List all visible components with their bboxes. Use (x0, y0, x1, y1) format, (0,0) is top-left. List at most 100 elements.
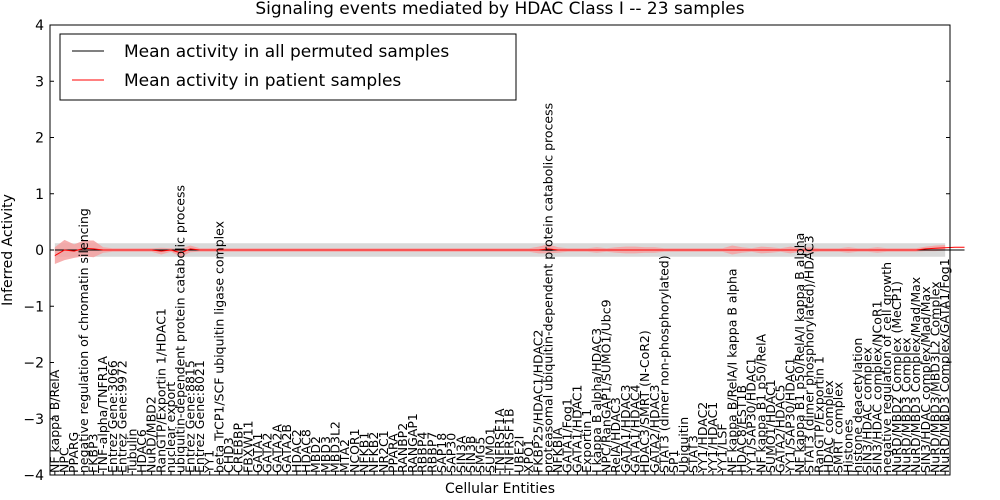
x-category-label: NF kappa B/RelA (47, 369, 62, 473)
x-category-label: YY1/HDAC2 (695, 402, 710, 474)
x-category-label: SIN3/HDAC complex/Mad/Max (918, 286, 933, 473)
x-category-label: YY1/HDAC1 (705, 402, 720, 474)
x-category-label: SUMO1 (482, 427, 497, 473)
x-category-label: HDAC6 (134, 429, 149, 473)
x-category-label: RANGAP1 (405, 413, 420, 473)
legend-permuted-label: Mean activity in all permuted samples (124, 42, 449, 62)
x-category-label: YY1/LSF (715, 423, 730, 474)
x-category-label: GATA2/HDAC5 (773, 385, 788, 473)
chart-title: Signaling events mediated by HDAC Class … (255, 0, 744, 19)
x-category-label: FKBP25/HDAC1/HDAC2 (531, 330, 546, 473)
x-category-label: SAP30 (444, 433, 459, 473)
x-category-label: HDAC complex (821, 380, 836, 473)
y-axis-label: Inferred Activity (0, 194, 16, 306)
x-category-label: SIN3B (463, 436, 478, 474)
x-category-label: MTA2 (337, 439, 352, 473)
x-category-label: Ubiquitin (676, 417, 691, 473)
x-category-label: CREBBP (231, 423, 246, 473)
x-category-label: SIN3/HDAC complex (860, 347, 875, 473)
x-category-label: STAT3 (dimer non-phosphorylated) (657, 255, 672, 473)
x-category-label: MBD2 (308, 436, 323, 473)
x-category-label: SAP18 (434, 433, 449, 473)
x-category-label: RANBP2 (395, 423, 410, 473)
y-tick-label: −4 (23, 468, 44, 484)
x-category-label: RanGTP/Exportin 1/HDAC1 (153, 308, 168, 473)
x-category-label: SUMO1/HDAC1 (763, 379, 778, 473)
x-category-label: GATA1/HDAC4 (627, 384, 642, 473)
legend-box (59, 33, 517, 101)
x-category-label: MBD3 (318, 436, 333, 473)
x-category-label: nuclear export (163, 382, 178, 473)
x-category-label: TNFRSF1B (502, 408, 517, 474)
x-category-label: NPC (57, 447, 72, 473)
x-category-label: GATA2 (260, 433, 275, 473)
y-tick-label: −3 (23, 412, 44, 428)
y-tick-label: 4 (35, 18, 44, 34)
x-category-label: NuRD/MBD3 Complex/Mad/Max (908, 277, 923, 473)
x-category-label: NuRD/MBD3 Complex/GATA1/Fog1 (937, 258, 952, 473)
x-category-label: NFKB1 (357, 432, 372, 473)
x-category-label: NFKB2 (366, 432, 381, 473)
x-category-label: NuRD/MBD3/MBD3L2 Complex (927, 281, 942, 473)
y-tick-label: −1 (23, 299, 44, 315)
x-category-label: NuRD/MBD2 (144, 396, 159, 473)
y-tick-label: 1 (35, 187, 44, 203)
x-category-label: XPO1 (521, 439, 536, 473)
x-category-label: ubiquitin-dependent protein catabolic pr… (173, 185, 188, 473)
x-category-label: PPARA (386, 433, 401, 473)
x-category-label: HDAC8/EST1B (734, 385, 749, 473)
x-category-label: GATA2B (279, 424, 294, 473)
x-category-label: histone deacetylation (850, 338, 865, 473)
x-category-label: GATA2/HDAC3 (647, 385, 662, 473)
x-category-label: Exportin 1 (579, 409, 594, 473)
x-category-label: HDAC8 (298, 429, 313, 473)
y-tick-label: 3 (35, 74, 44, 90)
x-category-label: beta TrCP1/SCF ubiquitin ligase complex (211, 221, 226, 473)
x-category-label: Entrez Gene:3066 (105, 360, 120, 473)
x-category-label: Entrez Gene:8021 (192, 360, 207, 473)
x-category-label: MBD3L2 (327, 421, 342, 473)
x-category-label: YY1/SAP30/HDAC1 (782, 357, 797, 474)
y-tick-label: 0 (35, 243, 44, 259)
legend-patient-label: Mean activity in patient samples (124, 71, 401, 91)
x-category-label: GATA2A (269, 424, 284, 473)
x-category-label: I kappa B alpha/HDAC3 (589, 328, 604, 473)
x-category-label: NuRD/MBD2 Complex (MeCP1) (889, 281, 904, 473)
x-category-label: Entrez Gene:9972 (115, 360, 130, 473)
x-category-label: RBBP7 (424, 432, 439, 473)
x-category-label: NF kappa B1 p50/RelA (753, 333, 768, 473)
x-category-label: PPARG (66, 432, 81, 473)
x-axis-label: Cellular Entities (445, 481, 555, 497)
x-category-label: SIN3/HDAC complex/NCoR1 (869, 300, 884, 473)
x-category-label: SMG5 (473, 437, 488, 473)
x-category-label: Entrez Gene:8815 (182, 360, 197, 473)
y-tick-label: 2 (35, 131, 44, 147)
x-category-label: NCOR1 (347, 428, 362, 473)
x-category-label: STAT3 (dimer phosphorylated)/HDAC3 (802, 235, 817, 473)
x-category-label: NF kappa B/RelA/I kappa B alpha (724, 268, 739, 473)
x-category-label: RelA/HDAC3 (608, 397, 623, 473)
x-category-label: SMRT complex (831, 382, 846, 473)
patient-mean-line (54, 246, 965, 257)
x-category-label: SIN3A (453, 435, 468, 473)
x-category-label: proteasomal ubiquitin-dependent protein … (540, 103, 555, 473)
x-category-label: negative regulation of chromatin silenci… (76, 208, 91, 473)
x-category-label: YY1 (202, 450, 217, 474)
x-category-label: CHD3 (221, 437, 236, 473)
x-category-label: GATA1/Fog1 (560, 398, 575, 473)
x-category-label: SP1 (666, 450, 681, 473)
x-category-label: NuRD/MBD3 Complex (898, 337, 913, 473)
x-category-label: GATA1/HDAC1 (569, 385, 584, 473)
plot-frame (49, 24, 951, 476)
x-category-label: YY1/SAP30/HDAC1 (744, 357, 759, 474)
x-category-label: Tubulin (124, 429, 139, 474)
x-category-label: NPC/RanGAP1/SUMO1/Ubc9 (598, 299, 613, 473)
x-category-label: FKBP3 (86, 434, 101, 473)
legend: Mean activity in all permuted samples Me… (59, 33, 517, 101)
x-category-label: NFKBIA (550, 427, 565, 473)
x-category-label: RanGTP/Exportin 1 (811, 356, 826, 473)
x-category-label: UBE2I (511, 436, 526, 473)
y-tick-label: −2 (23, 356, 44, 372)
x-category-label: Histones (840, 419, 855, 473)
